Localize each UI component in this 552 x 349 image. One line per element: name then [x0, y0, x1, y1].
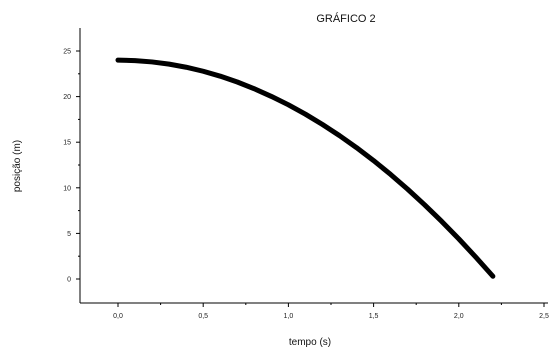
x-tick-label: 2,5 — [539, 313, 549, 320]
y-tick-label: 25 — [63, 49, 71, 56]
y-axis-label: posição (m) — [12, 140, 23, 192]
x-tick-label: 2,0 — [454, 313, 464, 320]
x-tick-label: 1,0 — [284, 313, 294, 320]
x-axis-label: tempo (s) — [289, 337, 331, 348]
x-ticks: 0,0 0,5 1,0 1,5 2,0 2,5 — [113, 303, 549, 320]
series — [115, 57, 496, 279]
y-tick-label: 0 — [67, 277, 71, 284]
x-tick-label: 0,5 — [198, 313, 208, 320]
series-line — [115, 57, 496, 279]
y-tick-label: 10 — [63, 185, 71, 192]
chart-title: GRÁFICO 2 — [316, 12, 375, 25]
y-ticks: 0 5 10 15 20 25 — [63, 49, 80, 284]
y-tick-label: 15 — [63, 140, 71, 147]
y-tick-label: 5 — [67, 231, 71, 238]
x-tick-label: 1,5 — [369, 313, 379, 320]
x-tick-label: 0,0 — [113, 313, 123, 320]
y-tick-label: 20 — [63, 94, 71, 101]
